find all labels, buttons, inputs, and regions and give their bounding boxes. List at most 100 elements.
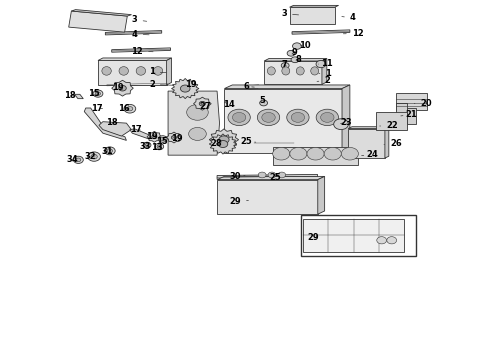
Bar — [264, 61, 322, 84]
Bar — [396, 103, 407, 118]
Polygon shape — [209, 134, 237, 154]
Bar — [301, 215, 416, 256]
Circle shape — [76, 158, 81, 162]
Polygon shape — [224, 85, 350, 89]
Text: 1: 1 — [319, 68, 331, 77]
Polygon shape — [112, 48, 171, 52]
Circle shape — [262, 112, 275, 122]
Bar — [376, 112, 407, 130]
Text: 4: 4 — [132, 30, 149, 39]
Circle shape — [377, 237, 387, 244]
Polygon shape — [290, 5, 339, 7]
Circle shape — [119, 85, 126, 91]
Text: 13: 13 — [151, 143, 163, 152]
Text: 14: 14 — [223, 100, 235, 109]
Circle shape — [161, 137, 165, 140]
Polygon shape — [249, 85, 259, 89]
Text: 30: 30 — [229, 172, 245, 181]
Circle shape — [257, 109, 280, 126]
Circle shape — [281, 63, 289, 68]
Text: 12: 12 — [131, 46, 153, 55]
Ellipse shape — [153, 67, 163, 75]
Circle shape — [341, 148, 358, 160]
Text: 19: 19 — [185, 80, 197, 89]
Polygon shape — [318, 176, 325, 214]
Text: 12: 12 — [343, 29, 364, 38]
Circle shape — [104, 147, 115, 155]
Bar — [272, 147, 359, 165]
Polygon shape — [98, 58, 172, 60]
Polygon shape — [69, 11, 127, 32]
Circle shape — [124, 104, 136, 113]
Text: 21: 21 — [401, 110, 417, 119]
Bar — [218, 180, 318, 214]
Circle shape — [320, 112, 334, 122]
Circle shape — [189, 127, 206, 140]
Circle shape — [145, 144, 149, 147]
Text: 1: 1 — [149, 68, 166, 77]
Circle shape — [268, 172, 276, 178]
Ellipse shape — [311, 67, 319, 75]
Text: 25: 25 — [240, 136, 256, 145]
Polygon shape — [194, 97, 211, 110]
Polygon shape — [105, 31, 162, 35]
Text: 19: 19 — [171, 134, 182, 143]
Circle shape — [93, 90, 103, 97]
Text: 18: 18 — [64, 91, 75, 100]
Polygon shape — [254, 141, 294, 144]
Ellipse shape — [268, 67, 275, 75]
Text: 4: 4 — [342, 13, 356, 22]
Text: 34: 34 — [67, 155, 78, 164]
Circle shape — [88, 152, 100, 161]
Text: 16: 16 — [118, 104, 130, 112]
Text: 29: 29 — [229, 197, 248, 206]
Circle shape — [199, 102, 205, 106]
Text: 31: 31 — [101, 147, 113, 156]
Polygon shape — [348, 127, 389, 129]
Circle shape — [316, 109, 339, 126]
Circle shape — [260, 100, 268, 106]
Polygon shape — [72, 10, 131, 16]
Circle shape — [278, 172, 286, 178]
Text: 26: 26 — [384, 139, 402, 148]
Polygon shape — [147, 131, 162, 142]
Bar — [348, 129, 385, 158]
Circle shape — [258, 172, 266, 178]
Polygon shape — [99, 122, 131, 136]
Circle shape — [307, 148, 324, 160]
Text: 15: 15 — [88, 89, 100, 98]
Polygon shape — [385, 127, 389, 158]
Circle shape — [155, 143, 164, 150]
Text: 32: 32 — [84, 153, 96, 161]
Bar — [407, 108, 416, 124]
Circle shape — [91, 154, 97, 159]
Polygon shape — [264, 58, 327, 61]
Bar — [224, 89, 342, 153]
Text: 17: 17 — [130, 125, 142, 134]
Circle shape — [228, 109, 250, 126]
Polygon shape — [217, 175, 318, 179]
Circle shape — [143, 142, 151, 148]
Circle shape — [232, 112, 246, 122]
Text: 2: 2 — [317, 76, 330, 85]
Polygon shape — [130, 129, 167, 140]
Text: 29: 29 — [308, 233, 319, 242]
Circle shape — [290, 148, 307, 160]
Text: 10: 10 — [299, 40, 311, 49]
Polygon shape — [74, 94, 83, 99]
Text: 6: 6 — [243, 82, 254, 91]
Text: 28: 28 — [211, 139, 222, 148]
Text: 3: 3 — [132, 15, 147, 24]
Polygon shape — [209, 129, 239, 150]
Circle shape — [316, 60, 326, 68]
Text: 19: 19 — [146, 132, 158, 140]
Circle shape — [152, 135, 157, 139]
Text: 19: 19 — [112, 83, 123, 91]
Bar — [98, 60, 167, 85]
Circle shape — [218, 140, 228, 148]
Polygon shape — [112, 80, 133, 96]
Text: 33: 33 — [139, 141, 151, 150]
Polygon shape — [167, 58, 172, 85]
Text: 15: 15 — [156, 136, 168, 145]
Polygon shape — [342, 85, 350, 153]
